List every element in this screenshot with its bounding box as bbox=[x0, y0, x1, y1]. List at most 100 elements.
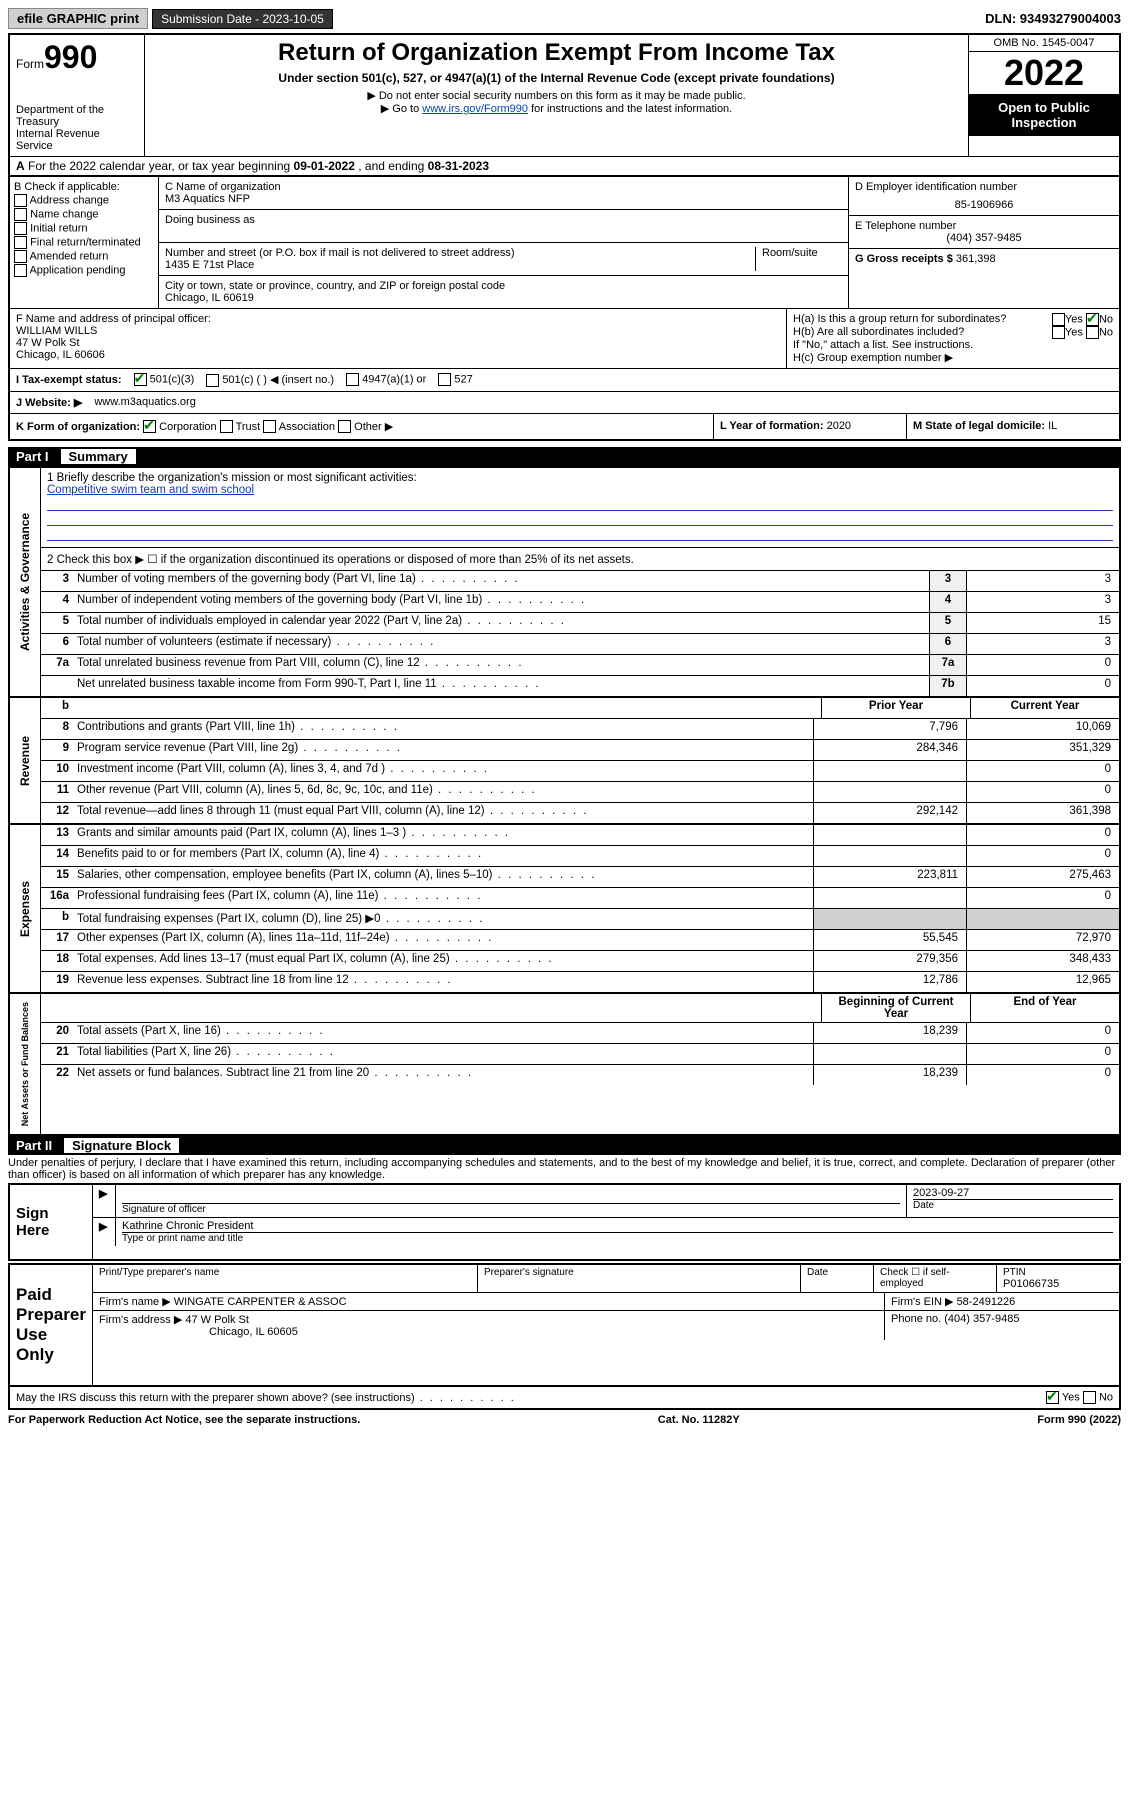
firm-name: WINGATE CARPENTER & ASSOC bbox=[174, 1296, 347, 1308]
prior-value bbox=[813, 888, 966, 908]
current-value: 351,329 bbox=[966, 740, 1119, 760]
chk-527[interactable] bbox=[438, 373, 451, 386]
line-desc: Grants and similar amounts paid (Part IX… bbox=[73, 825, 813, 845]
summary-body: Activities & Governance 1 Briefly descri… bbox=[10, 468, 1119, 1134]
column-c-org-info: C Name of organization M3 Aquatics NFP D… bbox=[159, 177, 849, 308]
chk-amended-return[interactable]: Amended return bbox=[14, 250, 154, 263]
efile-button[interactable]: efile GRAPHIC print bbox=[8, 8, 148, 29]
form-header-left: Form990 Department of the Treasury Inter… bbox=[10, 35, 145, 156]
form-header: Form990 Department of the Treasury Inter… bbox=[8, 33, 1121, 156]
hb-yes-checkbox[interactable] bbox=[1052, 326, 1065, 339]
chk-4947[interactable] bbox=[346, 373, 359, 386]
column-b-checkboxes: B Check if applicable: Address change Na… bbox=[10, 177, 159, 308]
hb-note: If "No," attach a list. See instructions… bbox=[793, 339, 1113, 351]
tax-year: 2022 bbox=[969, 52, 1119, 94]
discuss-yes-checkbox[interactable] bbox=[1046, 1391, 1059, 1404]
phone-value: (404) 357-9485 bbox=[855, 232, 1113, 244]
chk-501c3[interactable] bbox=[134, 373, 147, 386]
chk-initial-return[interactable]: Initial return bbox=[14, 222, 154, 235]
table-row: 8Contributions and grants (Part VIII, li… bbox=[41, 719, 1119, 740]
dba-label: Doing business as bbox=[165, 214, 842, 226]
column-f-officer: F Name and address of principal officer:… bbox=[10, 309, 787, 368]
line-desc: Revenue less expenses. Subtract line 18 … bbox=[73, 972, 813, 992]
chk-corporation[interactable] bbox=[143, 420, 156, 433]
ha-no-checkbox[interactable] bbox=[1086, 313, 1099, 326]
line-num: 21 bbox=[41, 1044, 73, 1064]
org-name-label: C Name of organization bbox=[165, 181, 842, 193]
column-h-group: H(a) Is this a group return for subordin… bbox=[787, 309, 1119, 368]
chk-other[interactable] bbox=[338, 420, 351, 433]
chk-application-pending[interactable]: Application pending bbox=[14, 264, 154, 277]
irs-label: Internal Revenue Service bbox=[16, 128, 138, 152]
chk-address-change[interactable]: Address change bbox=[14, 194, 154, 207]
gross-value: 361,398 bbox=[956, 253, 996, 265]
prior-value bbox=[813, 782, 966, 802]
col-l-year: L Year of formation: 2020 bbox=[714, 414, 907, 440]
tab-revenue: Revenue bbox=[10, 698, 41, 823]
prior-value bbox=[813, 761, 966, 781]
line-num: 6 bbox=[41, 634, 73, 654]
table-row: 6Total number of volunteers (estimate if… bbox=[41, 634, 1119, 655]
line-value: 3 bbox=[966, 592, 1119, 612]
row-j-website: J Website: ▶ www.m3aquatics.org bbox=[8, 392, 1121, 414]
line-box: 4 bbox=[929, 592, 966, 612]
website-value: www.m3aquatics.org bbox=[94, 396, 196, 408]
city-value: Chicago, IL 60619 bbox=[165, 292, 842, 304]
current-value: 0 bbox=[966, 888, 1119, 908]
chk-trust[interactable] bbox=[220, 420, 233, 433]
line-num: 8 bbox=[41, 719, 73, 739]
line-num: 13 bbox=[41, 825, 73, 845]
street-label: Number and street (or P.O. box if mail i… bbox=[165, 247, 749, 259]
line-value: 3 bbox=[966, 571, 1119, 591]
prior-year-header: Prior Year bbox=[821, 698, 970, 718]
ein-label: D Employer identification number bbox=[855, 181, 1113, 193]
current-value: 0 bbox=[966, 761, 1119, 781]
current-value bbox=[966, 909, 1119, 929]
line-num: 11 bbox=[41, 782, 73, 802]
line-num: 17 bbox=[41, 930, 73, 950]
discuss-no-checkbox[interactable] bbox=[1083, 1391, 1096, 1404]
current-value: 12,965 bbox=[966, 972, 1119, 992]
line-num: 14 bbox=[41, 846, 73, 866]
omb-number: OMB No. 1545-0047 bbox=[969, 35, 1119, 52]
chk-final-return[interactable]: Final return/terminated bbox=[14, 236, 154, 249]
firm-ein: 58-2491226 bbox=[957, 1296, 1016, 1308]
row-i-tax-status: I Tax-exempt status: 501(c)(3) 501(c) ( … bbox=[8, 369, 1121, 392]
mission-block: 1 Briefly describe the organization's mi… bbox=[41, 468, 1119, 548]
prior-value: 7,796 bbox=[813, 719, 966, 739]
year-header-row: b Prior Year Current Year bbox=[41, 698, 1119, 719]
instructions-link[interactable]: www.irs.gov/Form990 bbox=[422, 103, 528, 115]
form-header-right: OMB No. 1545-0047 2022 Open to Public In… bbox=[968, 35, 1119, 156]
org-name: M3 Aquatics NFP bbox=[165, 193, 842, 205]
part1-header: Part I Summary bbox=[8, 447, 1121, 466]
line-desc: Number of voting members of the governin… bbox=[73, 571, 929, 591]
ha-yes-checkbox[interactable] bbox=[1052, 313, 1065, 326]
discuss-label: May the IRS discuss this return with the… bbox=[16, 1392, 516, 1404]
form-word: Form bbox=[16, 57, 44, 71]
chk-association[interactable] bbox=[263, 420, 276, 433]
submission-date-button[interactable]: Submission Date - 2023-10-05 bbox=[152, 9, 333, 29]
mission-text[interactable]: Competitive swim team and swim school bbox=[47, 484, 1113, 496]
line-desc: Investment income (Part VIII, column (A)… bbox=[73, 761, 813, 781]
prep-sig-hdr: Preparer's signature bbox=[478, 1265, 801, 1292]
table-row: Net unrelated business taxable income fr… bbox=[41, 676, 1119, 696]
sign-here-label: Sign Here bbox=[10, 1185, 93, 1259]
line-desc: Number of independent voting members of … bbox=[73, 592, 929, 612]
line-num: 20 bbox=[41, 1023, 73, 1043]
row-a-tax-year: A For the 2022 calendar year, or tax yea… bbox=[8, 156, 1121, 177]
row-klm: K Form of organization: Corporation Trus… bbox=[8, 414, 1121, 442]
hb-no-checkbox[interactable] bbox=[1086, 326, 1099, 339]
chk-501c[interactable] bbox=[206, 374, 219, 387]
line-desc: Total number of volunteers (estimate if … bbox=[73, 634, 929, 654]
line-box: 7b bbox=[929, 676, 966, 696]
form-header-center: Return of Organization Exempt From Incom… bbox=[145, 35, 968, 156]
chk-name-change[interactable]: Name change bbox=[14, 208, 154, 221]
summary-table: Activities & Governance 1 Briefly descri… bbox=[8, 466, 1121, 1136]
table-row: 10Investment income (Part VIII, column (… bbox=[41, 761, 1119, 782]
table-row: 14Benefits paid to or for members (Part … bbox=[41, 846, 1119, 867]
line-desc: Net assets or fund balances. Subtract li… bbox=[73, 1065, 813, 1085]
net-header-row: Beginning of Current Year End of Year bbox=[41, 994, 1119, 1023]
line-value: 0 bbox=[966, 676, 1119, 696]
current-value: 0 bbox=[966, 1044, 1119, 1064]
firm-addr-label: Firm's address ▶ bbox=[99, 1314, 182, 1326]
